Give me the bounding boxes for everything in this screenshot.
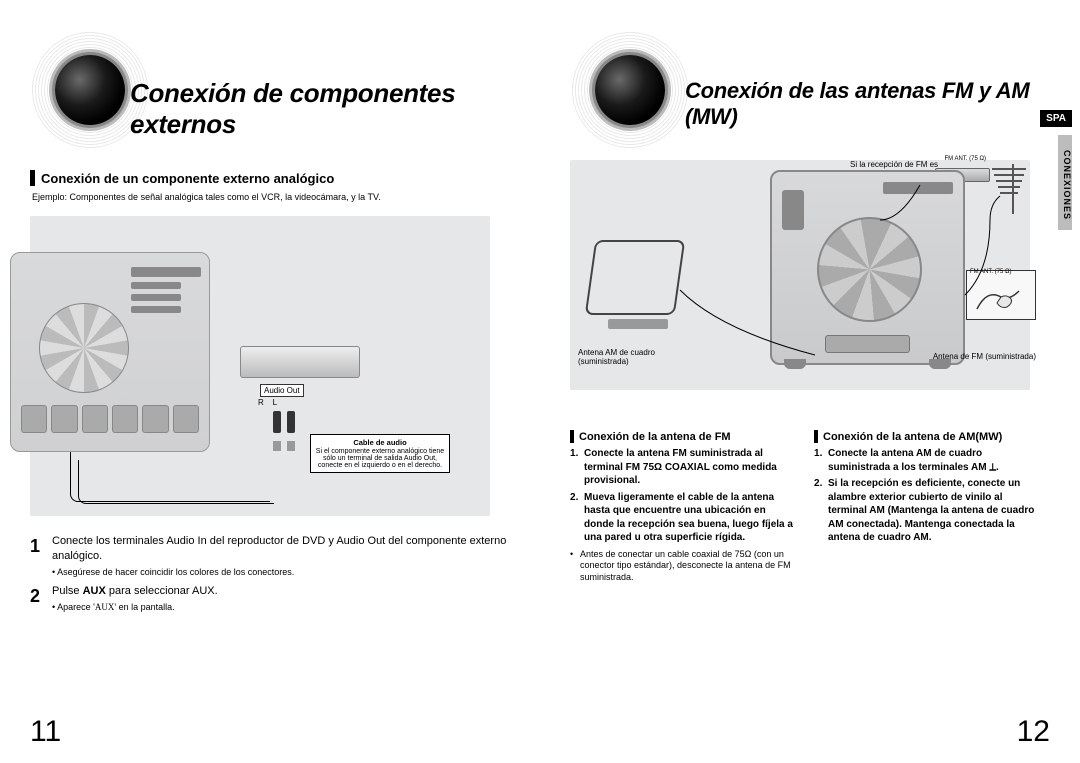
am-step-2: Si la recepción es deficiente, conecte u… (814, 477, 1040, 545)
wires-icon (570, 160, 1030, 390)
page-title-left: Conexión de componentes externos (130, 78, 540, 140)
section-title: Conexión de un componente externo analóg… (41, 171, 334, 186)
cable-note-box: Cable de audio Si el componente externo … (310, 434, 450, 473)
page-number-left: 11 (30, 715, 61, 749)
page-left: Conexión de componentes externos Conexió… (0, 0, 540, 763)
step-1: 1 Conecte los terminales Audio In del re… (30, 534, 510, 578)
step-text: Conecte los terminales Audio In del repr… (52, 534, 510, 564)
step-number: 2 (30, 584, 52, 613)
rl-label: R L (258, 398, 277, 407)
audio-out-label: Audio Out (260, 384, 304, 397)
cable-note-body: Si el componente externo analógico tiene… (314, 448, 446, 469)
step-2: 2 Pulse AUX para seleccionar AUX. • Apar… (30, 584, 510, 613)
step-subtext: • Aparece 'AUX' en la pantalla. (52, 601, 218, 613)
dvd-back-panel-icon (10, 252, 210, 452)
chapter-side-tab: CONEXIONES (1058, 135, 1072, 230)
steps-list: 1 Conecte los terminales Audio In del re… (30, 534, 510, 613)
fm-step-2: Mueva ligeramente el cable de la antena … (570, 491, 796, 545)
rca-cable-icon (270, 411, 298, 471)
fm-column-title: Conexión de la antena de FM (579, 431, 731, 443)
column-am: Conexión de la antena de AM(MW) Conecte … (814, 430, 1040, 584)
instruction-columns: Conexión de la antena de FM Conecte la a… (570, 430, 1040, 584)
step-number: 1 (30, 534, 52, 578)
am-column-title: Conexión de la antena de AM(MW) (823, 431, 1002, 443)
cable-note-title: Cable de audio (314, 438, 446, 447)
speaker-graphic-right (570, 30, 690, 150)
am-step-1: Conecte la antena AM de cuadro suministr… (814, 447, 1040, 474)
fm-note: Antes de conectar un cable coaxial de 75… (570, 549, 796, 584)
language-badge: SPA (1040, 110, 1072, 127)
vcr-device-icon (240, 346, 360, 378)
step-subtext: • Asegúrese de hacer coincidir los color… (52, 566, 510, 578)
page-number-right: 12 (1017, 715, 1050, 749)
page-right: Conexión de las antenas FM y AM (MW) SPA… (540, 0, 1080, 763)
section-subtitle: Ejemplo: Componentes de señal analógica … (32, 192, 510, 202)
fm-step-1: Conecte la antena FM suministrada al ter… (570, 447, 796, 488)
diagram-analog-connection: Audio Out R L Cable de audio Si el compo… (30, 216, 490, 516)
diagram-antenna-connection: Si la recepción de FM es deficiente, con… (570, 160, 1030, 390)
page-title-right: Conexión de las antenas FM y AM (MW) (685, 78, 1080, 130)
column-fm: Conexión de la antena de FM Conecte la a… (570, 430, 796, 584)
section-header-analog: Conexión de un componente externo analóg… (30, 170, 510, 186)
step-text: Pulse AUX para seleccionar AUX. (52, 584, 218, 599)
